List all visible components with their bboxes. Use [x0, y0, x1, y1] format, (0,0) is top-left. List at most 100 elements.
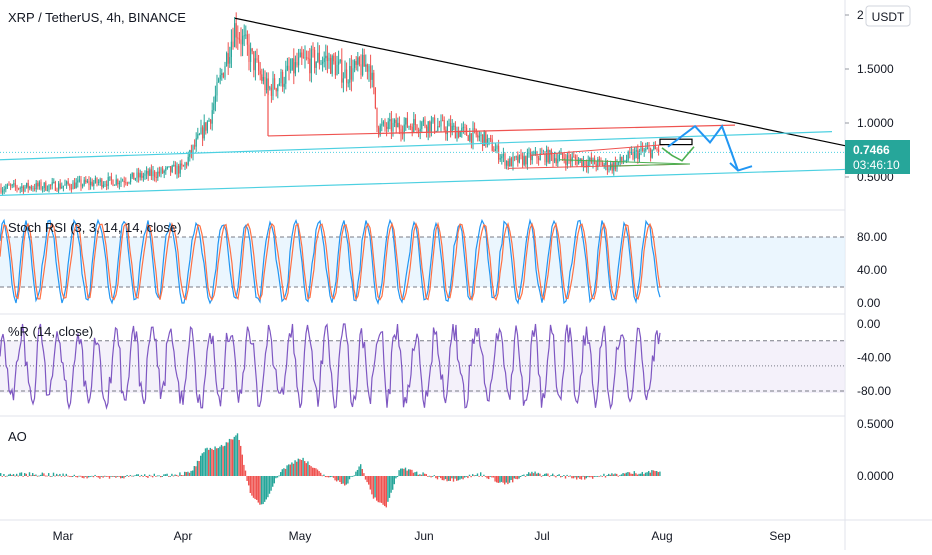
- descending-trendline[interactable]: [234, 17, 846, 147]
- ao-bar: [51, 476, 53, 477]
- ao-bar: [382, 476, 384, 505]
- ao-bar: [646, 472, 648, 476]
- ao-bar: [96, 476, 98, 477]
- chart-title: XRP / TetherUS, 4h, BINANCE: [8, 10, 186, 25]
- ao-bar: [420, 474, 423, 476]
- candle-body: [653, 145, 655, 150]
- candle-body: [645, 148, 647, 151]
- ao-bar: [318, 471, 320, 476]
- candle-body: [333, 55, 335, 62]
- ao-bar: [257, 476, 259, 503]
- candle-body: [229, 57, 231, 64]
- ao-bar: [556, 474, 559, 476]
- ao-bar: [484, 476, 487, 477]
- candle-body: [486, 139, 488, 145]
- candle-body: [554, 158, 556, 162]
- ao-bar: [321, 475, 323, 477]
- candle-body: [360, 64, 362, 76]
- candle-body: [218, 79, 220, 83]
- ao-bar: [92, 476, 95, 478]
- resistance-line[interactable]: [267, 124, 736, 137]
- blue-projection-path[interactable]: [667, 124, 739, 171]
- candle-body: [597, 159, 599, 167]
- ao-bar: [212, 449, 215, 476]
- candle-body: [552, 154, 554, 162]
- candle-body: [430, 121, 432, 132]
- ao-bar: [371, 476, 373, 495]
- price-pane[interactable]: [0, 12, 660, 196]
- triangle-upper[interactable]: [529, 144, 666, 156]
- ao-bar: [326, 476, 328, 478]
- ao-bar: [70, 476, 72, 478]
- candle-body: [578, 160, 580, 165]
- ao-bar: [108, 476, 111, 479]
- candle-body: [91, 181, 93, 186]
- ao-bar: [11, 474, 13, 476]
- ao-bar: [521, 475, 523, 476]
- candle-body: [346, 69, 348, 83]
- green-projection-arrow[interactable]: [661, 146, 695, 162]
- green-wedge-line[interactable]: [609, 163, 691, 167]
- ao-label: AO: [8, 429, 27, 444]
- ao-bar: [448, 476, 450, 481]
- ao-bar: [147, 476, 149, 478]
- green-wedge-line[interactable]: [559, 159, 691, 165]
- ao-bar: [416, 471, 418, 476]
- candle-body: [437, 126, 439, 131]
- ao-tick-label: 0.5000: [857, 417, 894, 431]
- drawings-layer[interactable]: [0, 17, 846, 196]
- candle-body: [26, 182, 28, 187]
- candle-body: [366, 64, 368, 72]
- candle-body: [48, 184, 50, 191]
- candle-body: [330, 57, 332, 74]
- ao-bar: [97, 476, 99, 478]
- candle-body: [518, 154, 520, 163]
- candle-body: [184, 163, 186, 167]
- williams-r-pane[interactable]: [0, 323, 845, 411]
- candle-body: [470, 133, 472, 143]
- stoch-rsi-pane[interactable]: [0, 218, 845, 305]
- ao-bar: [505, 476, 507, 483]
- ao-bar: [267, 476, 269, 498]
- ao-bar: [300, 460, 303, 476]
- ao-bar: [44, 475, 47, 477]
- candle-body: [29, 186, 31, 189]
- ao-bar: [417, 474, 419, 476]
- ao-bar: [78, 475, 80, 477]
- ao-bar: [289, 464, 291, 476]
- candle-body: [315, 61, 317, 68]
- candle-body: [259, 70, 261, 75]
- ao-bar: [392, 476, 394, 490]
- candle-body: [656, 149, 658, 150]
- ao-bar: [25, 473, 27, 476]
- candle-body: [490, 138, 492, 140]
- ao-bar: [91, 475, 93, 477]
- channel-upper-line[interactable]: [0, 131, 833, 161]
- price-tick-label: 1.5000: [857, 62, 894, 76]
- candle-body: [635, 150, 637, 152]
- ao-bar: [166, 473, 168, 476]
- ao-bar: [148, 474, 151, 476]
- candle-body: [221, 73, 223, 76]
- ao-bar: [582, 475, 584, 477]
- candle-body: [226, 53, 228, 67]
- ao-pane[interactable]: [0, 433, 661, 508]
- candle-body: [277, 85, 279, 92]
- ao-bar: [235, 435, 237, 476]
- ao-bar: [446, 476, 448, 482]
- candle-body: [16, 186, 18, 189]
- ao-bar: [32, 473, 34, 476]
- currency-badge[interactable]: [865, 5, 911, 27]
- ao-bar: [348, 476, 351, 480]
- ao-bar: [230, 439, 232, 476]
- date-tick-label: Jun: [414, 529, 433, 543]
- candle-body: [205, 122, 207, 131]
- channel-lower-line[interactable]: [0, 168, 846, 196]
- candle-body: [27, 182, 29, 189]
- candle-body: [336, 64, 338, 76]
- ao-bar: [524, 476, 527, 477]
- candle-body: [560, 152, 562, 155]
- ao-bar: [384, 476, 386, 507]
- candle-body: [611, 163, 613, 171]
